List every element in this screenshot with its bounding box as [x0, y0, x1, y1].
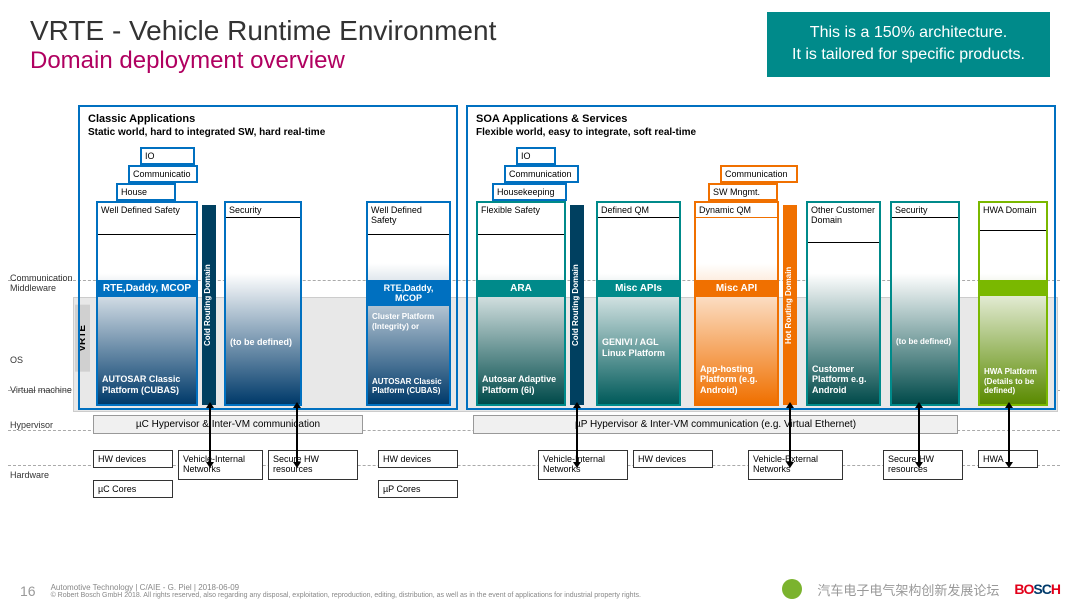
label-hypervisor: Hypervisor: [10, 420, 53, 430]
mid-misc2: Misc API: [696, 280, 777, 297]
label-os: OS: [10, 355, 23, 365]
route-hot: Hot Routing Domain: [783, 205, 797, 405]
head-ocd: Other Customer Domain: [808, 203, 879, 243]
col-classic-1: Well Defined Safety RTE,Daddy, MCOP AUTO…: [96, 201, 198, 406]
col-classic-sec: Security (to be defined): [224, 201, 302, 406]
head-hwa: HWA Domain: [980, 203, 1046, 231]
footer-cn: 汽车电子电气架构创新发展论坛: [817, 580, 999, 599]
arrow-6: [1008, 407, 1010, 463]
head-wds: Well Defined Safety: [98, 203, 196, 235]
head-dynqm: Dynamic QM: [696, 203, 777, 218]
plat-cust: Customer Platform e.g. Android: [808, 360, 879, 400]
wechat-icon: [782, 579, 802, 599]
label-middleware: Communication Middleware: [10, 273, 73, 293]
zone-classic-title: Classic Applications: [84, 111, 452, 127]
col-soa-flex: Flexible Safety ARA Autosar Adaptive Pla…: [476, 201, 566, 406]
arrow-4: [789, 407, 791, 463]
stack-comm: Communicatio: [128, 165, 198, 183]
zone-classic-sub: Static world, hard to integrated SW, har…: [84, 127, 452, 142]
hw-vext: Vehicle-External Networks: [748, 450, 843, 480]
info-line2: It is tailored for specific products.: [792, 44, 1025, 66]
plat-tbd2: (to be defined): [892, 333, 955, 351]
footer-line2: © Robert Bosch GmbH 2018. All rights res…: [51, 592, 641, 599]
mid-misc1: Misc APIs: [598, 280, 679, 297]
label-hardware: Hardware: [10, 470, 49, 480]
plat-hwap: HWA Platform (Details to be defined): [980, 363, 1046, 400]
footer-line1: Automotive Technology | C/AIE - G. Piel …: [51, 583, 641, 592]
mid-ara: ARA: [478, 280, 564, 297]
stack-io: IO: [140, 147, 195, 165]
head-sec2: Security: [892, 203, 958, 218]
architecture-diagram: Communication Middleware OS Virtual mach…: [78, 105, 1060, 547]
hw-vint1: Vehicle-Internal Networks: [178, 450, 263, 480]
plat-tbd: (to be defined): [226, 333, 296, 352]
hw-dev1: HW devices: [93, 450, 173, 468]
stack-hk: Housekeeping: [492, 183, 567, 201]
col-soa-ocd: Other Customer Domain Customer Platform …: [806, 201, 881, 406]
head-wds2: Well Defined Safety: [368, 203, 449, 235]
col-hwa: HWA Domain HWA Platform (Details to be d…: [978, 201, 1048, 406]
arrow-2: [296, 407, 298, 463]
stack-comm2: Communication: [504, 165, 579, 183]
head-flex: Flexible Safety: [478, 203, 564, 235]
stack-house: House: [116, 183, 176, 201]
label-vm: Virtual machine: [10, 385, 72, 395]
head-defqm: Defined QM: [598, 203, 679, 218]
hw-vint2: Vehicle-Internal Networks: [538, 450, 628, 480]
hw-sec2: Secure HW resources: [883, 450, 963, 480]
zone-soa-sub: Flexible world, easy to integrate, soft …: [472, 127, 1050, 142]
hw-dev2: HW devices: [378, 450, 458, 468]
hw-sec1: Secure HW resources: [268, 450, 358, 480]
hyper-uc: µC Hypervisor & Inter-VM communication: [93, 415, 363, 434]
info-line1: This is a 150% architecture.: [792, 22, 1025, 44]
footer: 16 Automotive Technology | C/AIE - G. Pi…: [20, 583, 1060, 599]
arrow-1: [209, 407, 211, 463]
col-classic-2: Well Defined Safety RTE,Daddy, MCOP Clus…: [366, 201, 451, 406]
route-cold-2: Cold Routing Domain: [570, 205, 584, 405]
info-box: This is a 150% architecture. It is tailo…: [767, 12, 1050, 77]
stack-comm3: Communication: [720, 165, 798, 183]
plat-genivi: GENIVI / AGL Linux Platform: [598, 333, 679, 363]
mid-rte2: RTE,Daddy, MCOP: [368, 280, 449, 306]
hyper-up: µP Hypervisor & Inter-VM communication (…: [473, 415, 958, 434]
mid-hwa: [980, 280, 1046, 296]
stack-swm: SW Mngmt.: [708, 183, 778, 201]
col-soa-dynqm: Dynamic QM Misc API App-hosting Platform…: [694, 201, 779, 406]
bosch-logo: BOSCH: [1014, 581, 1060, 597]
plat-cubas2: AUTOSAR Classic Platform (CUBAS): [368, 373, 449, 400]
zone-soa-title: SOA Applications & Services: [472, 111, 1050, 127]
arrow-3: [576, 407, 578, 463]
route-cold-1: Cold Routing Domain: [202, 205, 216, 405]
page-number: 16: [20, 583, 36, 599]
head-sec: Security: [226, 203, 300, 218]
plat-adapt: Autosar Adaptive Platform (6i): [478, 370, 564, 400]
arrow-5: [918, 407, 920, 463]
mid-rte: RTE,Daddy, MCOP: [98, 280, 196, 297]
plat-cluster: Cluster Platform (Integrity) or: [368, 308, 449, 335]
stack-io2: IO: [516, 147, 556, 165]
col-soa-defqm: Defined QM Misc APIs GENIVI / AGL Linux …: [596, 201, 681, 406]
plat-cubas: AUTOSAR Classic Platform (CUBAS): [98, 370, 196, 400]
hw-upc: µP Cores: [378, 480, 458, 498]
plat-apphost: App-hosting Platform (e.g. Android): [696, 360, 777, 400]
col-soa-sec: Security (to be defined): [890, 201, 960, 406]
hw-dev3: HW devices: [633, 450, 713, 468]
hw-ucc: µC Cores: [93, 480, 173, 498]
